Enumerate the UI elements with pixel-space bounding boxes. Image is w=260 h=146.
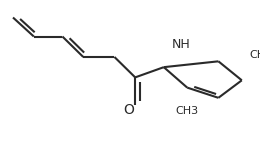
Text: NH: NH bbox=[171, 38, 190, 51]
Text: O: O bbox=[123, 103, 134, 117]
Text: CH3: CH3 bbox=[250, 51, 260, 60]
Text: CH3: CH3 bbox=[176, 106, 199, 116]
